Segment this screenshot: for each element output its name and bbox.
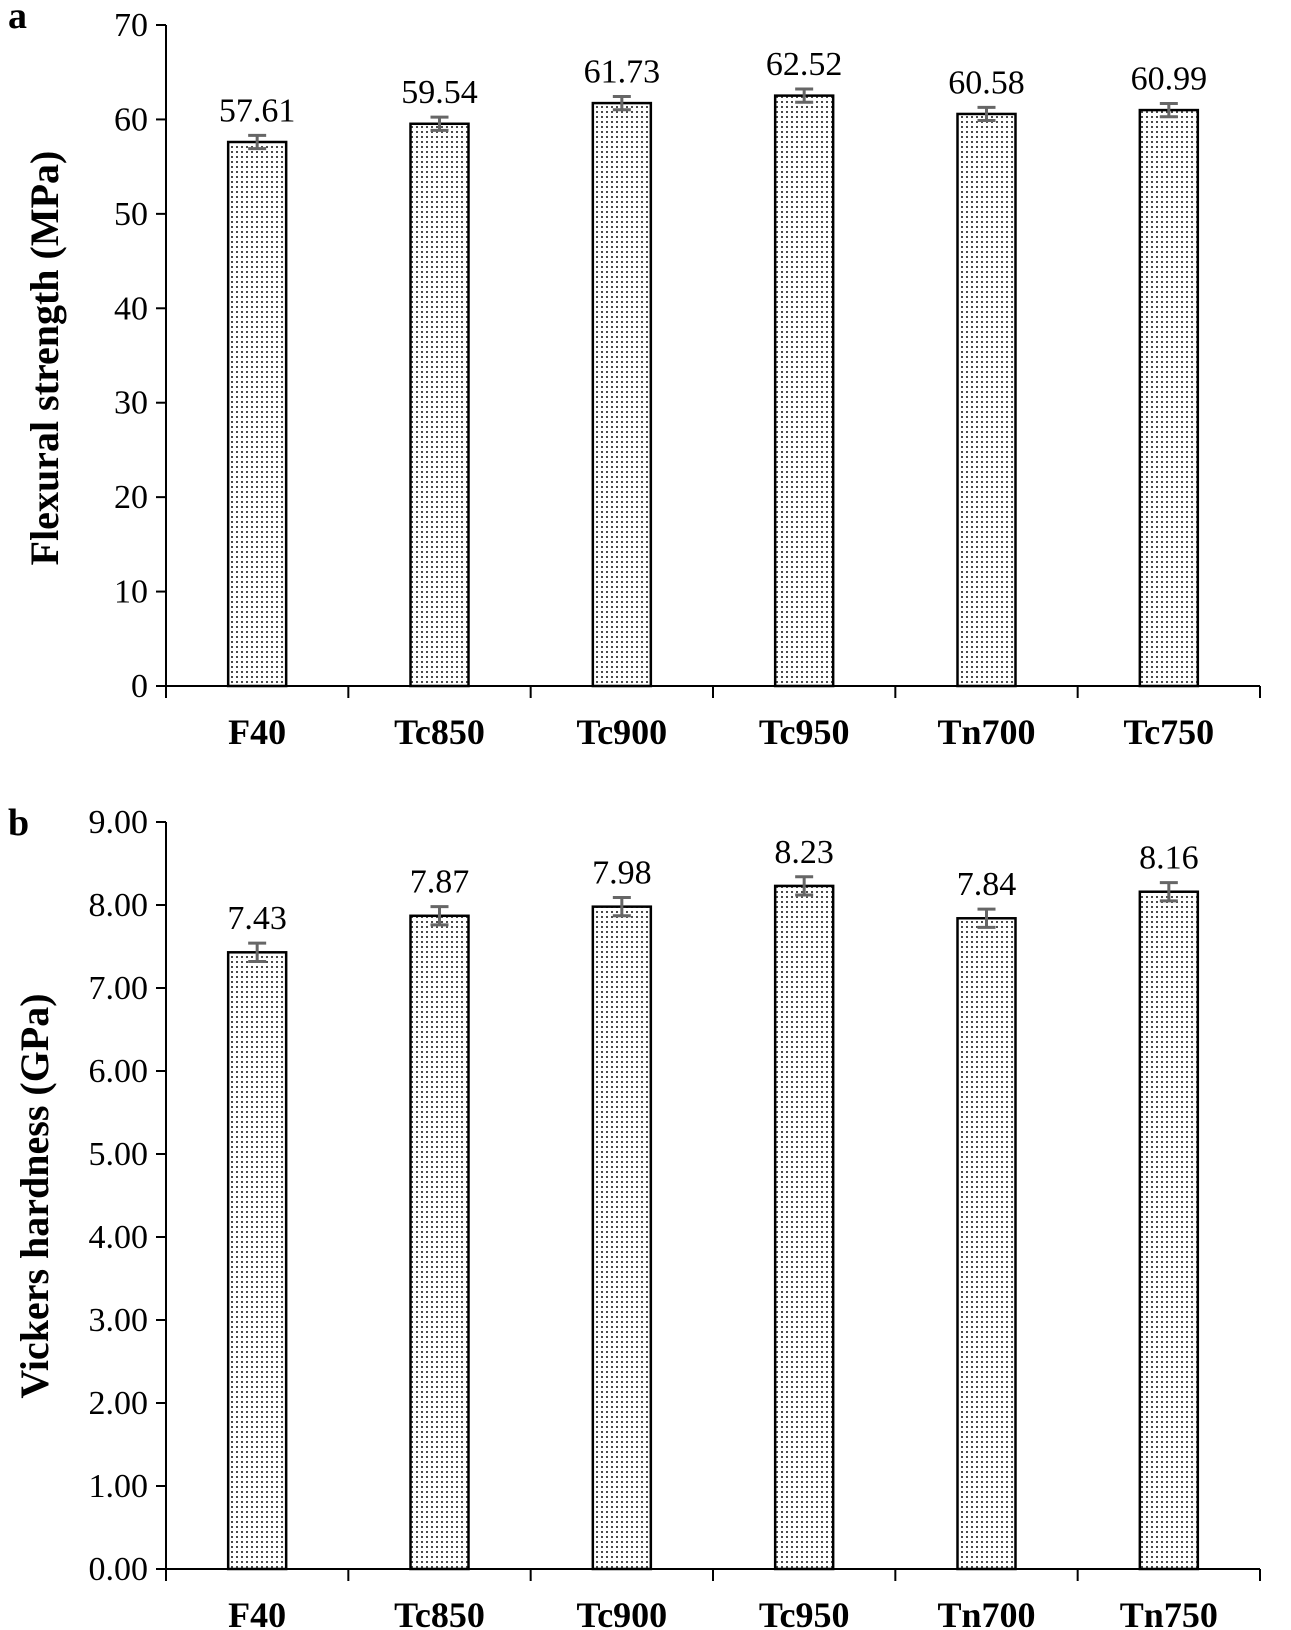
data-label: 57.61	[219, 92, 296, 129]
y-tick-label: 20	[114, 479, 148, 516]
bars-b	[226, 884, 1200, 1571]
bars-a	[226, 94, 1200, 688]
y-ticks-b: 0.00 1.00 2.00 3.00 4.00 5.00 6.00 7.00 8.00 9.00	[89, 804, 166, 1588]
bar-tc900	[591, 101, 653, 688]
y-tick-label: 3.00	[89, 1302, 149, 1339]
data-label: 8.23	[774, 834, 834, 871]
y-tick-label: 50	[114, 196, 148, 233]
panel-label-a: a	[8, 0, 27, 37]
chart-panel-a: a Flexural strength (MPa) 57.61 59.54 61.7…	[8, 0, 1261, 752]
data-label: 7.98	[592, 855, 652, 892]
panel-label-b: b	[8, 802, 29, 844]
y-tick-label: 30	[114, 385, 148, 422]
x-tick-label: Tc900	[576, 1595, 667, 1630]
data-label: 7.87	[410, 864, 470, 901]
y-tick-label: 4.00	[89, 1219, 149, 1256]
bar-tc850	[409, 914, 470, 1571]
y-axis-label-b: Vickers hardness (GPa)	[12, 993, 57, 1398]
chart-panel-b: b Vickers hardness (GPa) 7.43 7.87 7.98 8.2…	[8, 802, 1261, 1630]
bar-tc900	[591, 905, 653, 1571]
x-tick-label: Tc750	[1123, 712, 1214, 752]
data-label: 7.43	[227, 900, 287, 937]
data-label: 61.73	[584, 53, 661, 90]
bar-tc950	[773, 884, 835, 1571]
x-tick-label: Tc850	[394, 712, 485, 752]
bar-tc750	[1138, 108, 1200, 688]
value-labels-a: 57.61 59.54 61.73 62.52 60.58 60.99	[219, 46, 1207, 129]
y-tick-label: 10	[114, 574, 148, 611]
x-tick-label: Tc900	[576, 712, 667, 752]
y-tick-label: 60	[114, 101, 148, 138]
bar-tc950	[773, 94, 835, 688]
y-tick-label: 5.00	[89, 1136, 149, 1173]
data-label: 8.16	[1139, 840, 1199, 877]
bar-tn750	[1138, 890, 1200, 1571]
x-tick-label: Tc950	[759, 1595, 850, 1630]
value-labels-b: 7.43 7.87 7.98 8.23 7.84 8.16	[227, 834, 1198, 937]
x-tick-label: F40	[228, 1595, 286, 1630]
data-label: 59.54	[401, 74, 478, 111]
x-tick-label: Tn700	[937, 1595, 1035, 1630]
x-tick-label: Tn750	[1120, 1595, 1218, 1630]
error-bars-a	[248, 87, 1178, 151]
data-label: 60.99	[1131, 60, 1208, 97]
y-tick-label: 6.00	[89, 1053, 149, 1090]
data-label: 7.84	[957, 866, 1017, 903]
data-label: 62.52	[766, 46, 843, 83]
bar-tc850	[409, 122, 470, 688]
y-tick-label: 9.00	[89, 804, 149, 841]
x-tick-labels-b: F40 Tc850 Tc900 Tc950 Tn700 Tn750	[228, 1595, 1218, 1630]
x-tick-label: Tc950	[759, 712, 850, 752]
y-tick-label: 2.00	[89, 1385, 149, 1422]
y-axis-label-a: Flexural strength (MPa)	[22, 151, 67, 566]
bar-f40	[226, 140, 288, 688]
data-label: 60.58	[948, 64, 1025, 101]
x-tick-label: Tc850	[394, 1595, 485, 1630]
bar-tn700	[956, 112, 1017, 688]
y-tick-label: 0	[131, 668, 148, 705]
x-ticks-a	[165, 686, 1261, 698]
bar-f40	[226, 951, 288, 1571]
y-tick-label: 8.00	[89, 887, 149, 924]
x-tick-label: F40	[228, 712, 286, 752]
y-tick-label: 70	[114, 7, 148, 44]
error-bars-b	[248, 875, 1178, 963]
x-tick-labels-a: F40 Tc850 Tc900 Tc950 Tn700 Tc750	[228, 712, 1214, 752]
bar-tn700	[956, 917, 1017, 1571]
y-tick-label: 1.00	[89, 1468, 149, 1505]
x-ticks-b	[165, 1569, 1261, 1581]
y-tick-label: 7.00	[89, 970, 149, 1007]
y-ticks-a: 0 10 20 30 40 50 60 70	[114, 7, 166, 705]
x-tick-label: Tn700	[937, 712, 1035, 752]
y-tick-label: 0.00	[89, 1551, 149, 1588]
y-tick-label: 40	[114, 290, 148, 327]
